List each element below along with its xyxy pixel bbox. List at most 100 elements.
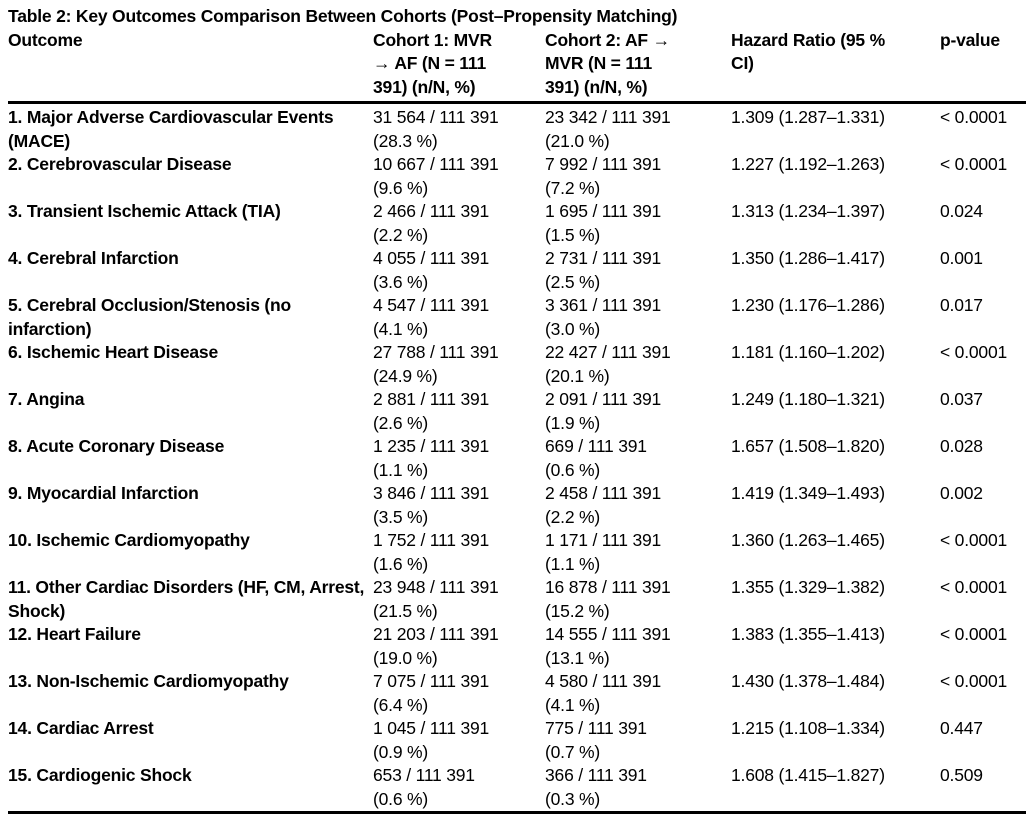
p-value-cell: 0.447 [940,717,1026,764]
outcome-label: 14. Cardiac Arrest [8,718,154,738]
p-value: 0.002 [940,483,983,503]
outcome-cell: 2. Cerebrovascular Disease [8,153,373,200]
cohort1-cell: 27 788 / 111 391 (24.9 %) [373,341,545,388]
cohort1-count: 3 846 / 111 391 [373,483,490,503]
cohort2-count: 2 731 / 111 391 [545,248,662,268]
hazard-ratio-cell: 1.249 (1.180–1.321) [731,388,940,435]
hazard-ratio-value: 1.608 (1.415–1.827) [731,765,885,785]
cohort2-percent: (4.1 %) [545,694,601,715]
col-header-cohort1: Cohort 1: MVR → AF (N = 111 391) (n/N, %… [373,28,545,104]
hazard-ratio-value: 1.227 (1.192–1.263) [731,154,885,174]
col-header-hazard-ratio: Hazard Ratio (95 % CI) [731,28,940,104]
cohort1-percent: (21.5 %) [373,600,438,621]
cohort2-percent: (0.3 %) [545,788,601,809]
table-row: 6. Ischemic Heart Disease 27 788 / 111 3… [8,341,1026,388]
hazard-ratio-cell: 1.355 (1.329–1.382) [731,576,940,623]
p-value: < 0.0001 [940,530,1008,550]
hazard-ratio-value: 1.313 (1.234–1.397) [731,201,885,221]
cohort1-count: 2 881 / 111 391 [373,389,490,409]
hazard-ratio-cell: 1.230 (1.176–1.286) [731,294,940,341]
cohort2-cell: 2 091 / 111 391 (1.9 %) [545,388,731,435]
cohort2-percent: (0.6 %) [545,459,601,480]
cohort1-cell: 2 881 / 111 391 (2.6 %) [373,388,545,435]
table-row: 4. Cerebral Infarction 4 055 / 111 391 (… [8,247,1026,294]
outcomes-table: Outcome Cohort 1: MVR → AF (N = 111 391)… [8,28,1026,815]
cohort1-cell: 4 055 / 111 391 (3.6 %) [373,247,545,294]
cohort1-percent: (28.3 %) [373,130,438,151]
hazard-ratio-value: 1.230 (1.176–1.286) [731,295,885,315]
cohort1-count: 27 788 / 111 391 [373,342,499,362]
cohort2-cell: 366 / 111 391 (0.3 %) [545,764,731,814]
outcome-cell: 4. Cerebral Infarction [8,247,373,294]
cohort2-cell: 1 171 / 111 391 (1.1 %) [545,529,731,576]
outcome-cell: 10. Ischemic Cardiomyopathy [8,529,373,576]
cohort2-cell: 16 878 / 111 391 (15.2 %) [545,576,731,623]
cohort1-count: 4 547 / 111 391 [373,295,490,315]
outcome-cell: 3. Transient Ischemic Attack (TIA) [8,200,373,247]
p-value: < 0.0001 [940,671,1008,691]
cohort1-count: 1 235 / 111 391 [373,436,490,456]
header-row: Outcome Cohort 1: MVR → AF (N = 111 391)… [8,28,1026,104]
p-value-cell: 0.024 [940,200,1026,247]
cohort2-count: 16 878 / 111 391 [545,577,671,597]
p-value-cell: < 0.0001 [940,670,1026,717]
table-row: 9. Myocardial Infarction 3 846 / 111 391… [8,482,1026,529]
p-value: 0.001 [940,248,983,268]
cohort2-percent: (2.5 %) [545,271,601,292]
p-value-cell: 0.002 [940,482,1026,529]
cohort2-cell: 1 695 / 111 391 (1.5 %) [545,200,731,247]
cohort2-count: 366 / 111 391 [545,765,647,785]
hazard-ratio-cell: 1.419 (1.349–1.493) [731,482,940,529]
table-row: 14. Cardiac Arrest 1 045 / 111 391 (0.9 … [8,717,1026,764]
outcome-label: 8. Acute Coronary Disease [8,436,225,456]
cohort2-percent: (21.0 %) [545,130,610,151]
table-row: 15. Cardiogenic Shock 653 / 111 391 (0.6… [8,764,1026,814]
cohort1-cell: 10 667 / 111 391 (9.6 %) [373,153,545,200]
outcome-label: 2. Cerebrovascular Disease [8,154,232,174]
cohort1-cell: 23 948 / 111 391 (21.5 %) [373,576,545,623]
p-value: 0.024 [940,201,983,221]
cohort1-percent: (2.6 %) [373,412,429,433]
hazard-ratio-value: 1.360 (1.263–1.465) [731,530,885,550]
cohort2-count: 775 / 111 391 [545,718,647,738]
outcome-cell: 5. Cerebral Occlusion/Stenosis (no infar… [8,294,373,341]
outcome-label: 6. Ischemic Heart Disease [8,342,218,362]
hazard-ratio-value: 1.657 (1.508–1.820) [731,436,885,456]
outcome-cell: 1. Major Adverse Cardiovascular Events (… [8,103,373,154]
outcome-label: 10. Ischemic Cardiomyopathy [8,530,250,550]
outcome-cell: 8. Acute Coronary Disease [8,435,373,482]
cohort2-percent: (20.1 %) [545,365,610,386]
outcome-label: 4. Cerebral Infarction [8,248,179,268]
table-row: 7. Angina 2 881 / 111 391 (2.6 %) 2 091 … [8,388,1026,435]
cohort2-percent: (1.9 %) [545,412,601,433]
cohort1-percent: (1.1 %) [373,459,429,480]
cohort2-cell: 14 555 / 111 391 (13.1 %) [545,623,731,670]
cohort1-percent: (19.0 %) [373,647,438,668]
table-title: Table 2: Key Outcomes Comparison Between… [8,6,678,26]
cohort1-percent: (3.5 %) [373,506,429,527]
cohort1-percent: (0.6 %) [373,788,429,809]
cohort2-count: 22 427 / 111 391 [545,342,671,362]
table-row: 10. Ischemic Cardiomyopathy 1 752 / 111 … [8,529,1026,576]
cohort1-percent: (9.6 %) [373,177,429,198]
table-body: 1. Major Adverse Cardiovascular Events (… [8,103,1026,814]
hazard-ratio-cell: 1.313 (1.234–1.397) [731,200,940,247]
p-value: 0.037 [940,389,983,409]
col-header-cohort2: Cohort 2: AF → MVR (N = 111 391) (n/N, %… [545,28,731,104]
cohort2-count: 669 / 111 391 [545,436,647,456]
cohort1-count: 4 055 / 111 391 [373,248,490,268]
outcome-label: 5. Cerebral Occlusion/Stenosis (no infar… [8,295,292,339]
cohort2-count: 1 171 / 111 391 [545,530,662,550]
cohort2-count: 3 361 / 111 391 [545,295,662,315]
p-value-cell: < 0.0001 [940,576,1026,623]
outcome-cell: 11. Other Cardiac Disorders (HF, CM, Arr… [8,576,373,623]
cohort1-cell: 1 752 / 111 391 (1.6 %) [373,529,545,576]
cohort1-count: 2 466 / 111 391 [373,201,490,221]
cohort1-cell: 7 075 / 111 391 (6.4 %) [373,670,545,717]
cohort1-count: 21 203 / 111 391 [373,624,499,644]
hazard-ratio-cell: 1.657 (1.508–1.820) [731,435,940,482]
p-value-cell: < 0.0001 [940,623,1026,670]
cohort2-count: 4 580 / 111 391 [545,671,662,691]
p-value: < 0.0001 [940,624,1008,644]
cohort2-percent: (2.2 %) [545,506,601,527]
